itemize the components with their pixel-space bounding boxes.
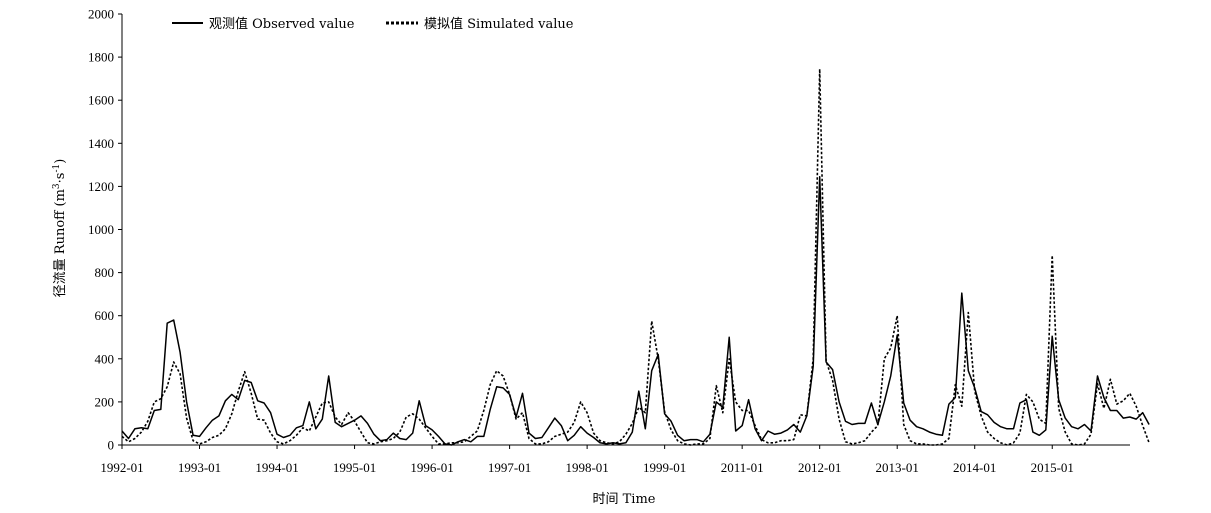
y-tick-label: 1800: [88, 50, 114, 65]
y-tick-label: 400: [95, 351, 115, 366]
series-simulated-line: [121, 68, 1150, 446]
y-axis-title-mid: ·s: [53, 173, 68, 184]
y-tick-label: 1200: [88, 179, 114, 194]
x-tick-label: 1992-01: [100, 460, 143, 475]
x-tick-label: 2011-01: [721, 460, 764, 475]
y-axis-title-prefix: 径流量 Runoff (m: [53, 189, 68, 297]
y-tick-label: 800: [95, 265, 115, 280]
series-observed-line: [121, 175, 1150, 446]
y-tick-label: 1000: [88, 222, 114, 237]
legend-simulated-label: 模拟值 Simulated value: [424, 16, 574, 32]
x-axis-title: 时间 Time: [593, 492, 656, 507]
y-tick-label: 200: [95, 394, 115, 409]
series-layer: [121, 68, 1150, 446]
x-tick-label: 2015-01: [1031, 460, 1074, 475]
y-axis-title: 径流量 Runoff (m3·s-1): [52, 159, 68, 298]
x-tick-label: 1997-01: [488, 460, 531, 475]
x-tick-label: 2012-01: [798, 460, 841, 475]
y-axis-title-suffix: ): [53, 159, 68, 164]
x-tick-label: 1999-01: [643, 460, 686, 475]
y-axis-title-sup2: -1: [52, 164, 62, 173]
x-tick-label: 1995-01: [333, 460, 376, 475]
x-tick-label: 1994-01: [255, 460, 298, 475]
y-tick-label: 0: [108, 438, 115, 453]
legend: 观测值 Observed value 模拟值 Simulated value: [172, 16, 574, 32]
axes: [121, 14, 1130, 446]
y-tick-label: 1400: [88, 136, 114, 151]
x-tick-label: 2013-01: [876, 460, 919, 475]
y-axis-title-sup1: 3: [52, 183, 62, 189]
y-tick-label: 1600: [88, 93, 114, 108]
x-tick-label: 2014-01: [953, 460, 996, 475]
y-tick-label: 600: [95, 308, 115, 323]
x-tick-label: 1998-01: [565, 460, 608, 475]
y-tick-label: 2000: [88, 7, 114, 22]
y-axis-ticks: 0 200 400 600 800 1000 1200 1400 1600 1800 2000: [88, 7, 122, 453]
x-tick-label: 1993-01: [178, 460, 221, 475]
x-tick-label: 1996-01: [410, 460, 453, 475]
x-axis-ticks: 1992-01 1993-01 1994-01 1995-01 1996-01 1997-…: [100, 445, 1074, 475]
legend-observed-label: 观测值 Observed value: [209, 16, 355, 32]
